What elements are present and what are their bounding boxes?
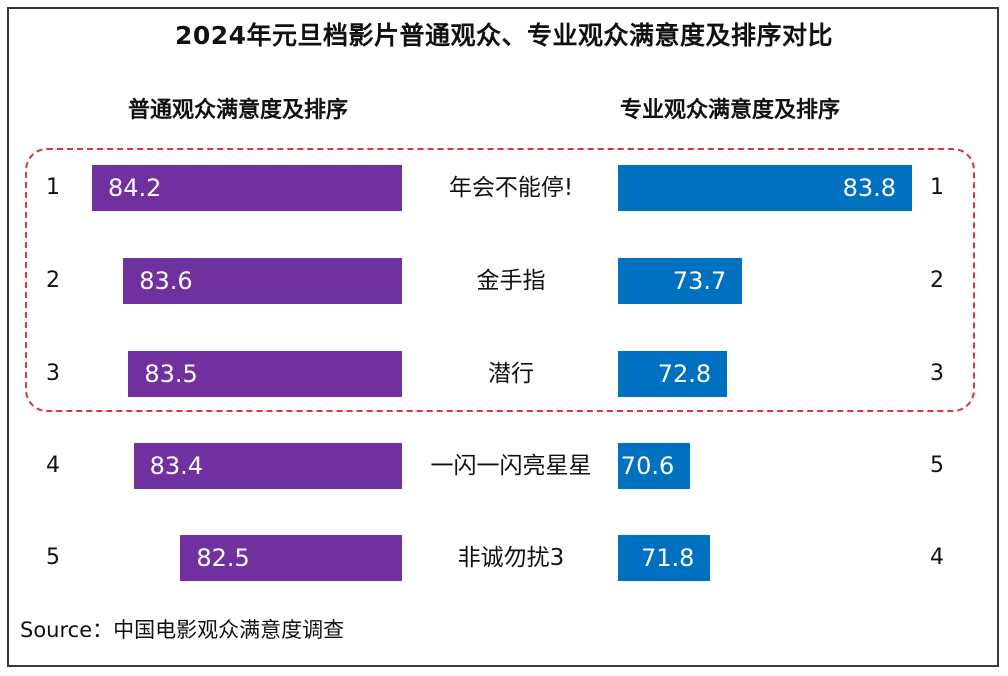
top3-highlight-box <box>25 148 975 412</box>
professional-score-label: 73.7 <box>672 267 727 295</box>
chart-row: 1 84.2 年会不能停! 83.8 1 <box>0 164 1008 212</box>
film-title: 金手指 <box>476 268 546 294</box>
professional-score-bar: 70.6 <box>618 443 691 489</box>
professional-score-label: 71.8 <box>640 544 695 572</box>
professional-rank-label: 1 <box>930 175 944 200</box>
public-rank-label: 1 <box>46 175 60 200</box>
public-score-bar: 83.6 <box>123 258 402 304</box>
professional-score-bar: 71.8 <box>618 535 711 581</box>
public-rank-label: 3 <box>46 361 60 386</box>
public-header: 普通观众满意度及排序 <box>128 98 349 123</box>
professional-score-bar: 72.8 <box>618 351 728 397</box>
professional-score-label: 70.6 <box>620 452 675 480</box>
professional-score-bar: 83.8 <box>618 165 912 211</box>
professional-rank-label: 5 <box>930 453 944 478</box>
public-score-label: 83.5 <box>144 360 198 388</box>
public-rank-label: 4 <box>46 453 60 478</box>
film-title: 年会不能停! <box>448 175 574 201</box>
public-score-bar: 82.5 <box>180 535 402 581</box>
professional-score-bar: 73.7 <box>618 258 743 304</box>
public-score-bar: 83.4 <box>133 443 402 489</box>
professional-rank-label: 3 <box>930 361 944 386</box>
film-title: 一闪一闪亮星星 <box>430 453 592 479</box>
film-title: 潜行 <box>488 361 534 387</box>
public-score-bar: 83.5 <box>128 351 402 397</box>
professional-score-label: 72.8 <box>657 360 712 388</box>
public-score-bar: 84.2 <box>92 165 402 211</box>
public-score-label: 82.5 <box>196 544 250 572</box>
professional-header: 专业观众满意度及排序 <box>620 98 841 123</box>
public-score-label: 83.6 <box>139 267 193 295</box>
chart-frame <box>7 7 999 667</box>
public-score-label: 84.2 <box>108 174 162 202</box>
public-rank-label: 2 <box>46 268 60 293</box>
professional-rank-label: 2 <box>930 268 944 293</box>
chart-row: 2 83.6 金手指 73.7 2 <box>0 257 1008 305</box>
chart-row: 4 83.4 一闪一闪亮星星 70.6 5 <box>0 442 1008 490</box>
professional-rank-label: 4 <box>930 545 944 570</box>
source-note: Source：中国电影观众满意度调查 <box>20 618 345 642</box>
chart-row: 5 82.5 非诚勿扰3 71.8 4 <box>0 534 1008 582</box>
chart-title: 2024年元旦档影片普通观众、专业观众满意度及排序对比 <box>174 21 834 50</box>
public-rank-label: 5 <box>46 545 60 570</box>
chart-row: 3 83.5 潜行 72.8 3 <box>0 350 1008 398</box>
public-score-label: 83.4 <box>149 452 204 480</box>
professional-score-label: 83.8 <box>842 174 896 202</box>
film-title: 非诚勿扰3 <box>457 545 565 571</box>
